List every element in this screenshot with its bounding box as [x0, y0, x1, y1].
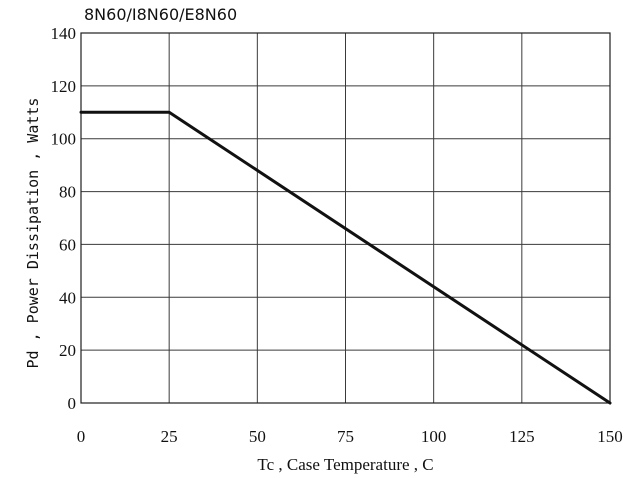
y-tick-label: 80	[59, 183, 76, 202]
y-ticks-layer: 0 20 40 60 80 100 120 140	[51, 24, 77, 413]
power-dissipation-line	[79, 110, 612, 405]
chart-title: 8N60/I8N60/E8N60	[84, 5, 237, 24]
y-tick-label: 0	[68, 394, 77, 413]
y-tick-label: 60	[59, 235, 76, 254]
y-tick-label: 140	[51, 24, 77, 43]
y-tick-label: 40	[59, 288, 76, 307]
grid-layer	[80, 32, 611, 404]
x-tick-label: 25	[161, 427, 178, 446]
x-ticks-layer: 0 25 50 75 100 125 150	[77, 427, 623, 446]
y-axis-label: Pd , Power Dissipation , Watts	[24, 98, 42, 369]
x-tick-label: 75	[337, 427, 354, 446]
x-tick-label: 150	[597, 427, 623, 446]
x-tick-label: 0	[77, 427, 86, 446]
x-tick-label: 125	[509, 427, 535, 446]
y-tick-label: 100	[51, 130, 77, 149]
y-tick-label: 120	[51, 77, 77, 96]
plot-frame	[80, 32, 611, 404]
x-tick-label: 100	[421, 427, 447, 446]
x-tick-label: 50	[249, 427, 266, 446]
y-tick-label: 20	[59, 341, 76, 360]
x-axis-label: Tc , Case Temperature , C	[257, 455, 433, 474]
series-layer	[79, 110, 612, 405]
